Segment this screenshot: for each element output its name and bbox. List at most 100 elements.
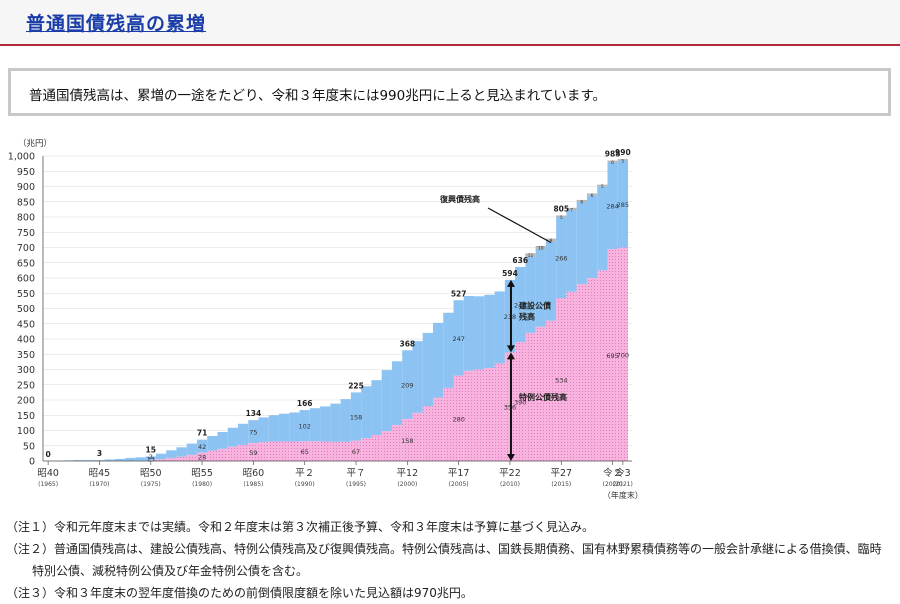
x-tick-label: 昭40 — [37, 468, 59, 479]
bar-construction — [320, 406, 330, 441]
total-value-label: 3 — [97, 449, 102, 458]
bar-special — [587, 278, 597, 461]
bar-construction — [217, 432, 227, 449]
reconstruction-pointer — [488, 208, 551, 243]
bar-special — [474, 370, 484, 462]
bar-construction — [135, 457, 145, 461]
bar-construction — [156, 454, 166, 459]
x-tick-label: 昭50 — [140, 468, 162, 479]
x-tick-sublabel: (2010) — [500, 481, 520, 488]
bar-construction — [371, 380, 381, 435]
bar-construction — [259, 417, 269, 442]
bar-special — [495, 363, 505, 461]
construction-value-label: 285 — [617, 201, 629, 209]
y-tick-label: 150 — [17, 411, 35, 422]
y-tick-label: 850 — [17, 197, 35, 208]
y-tick-label: 250 — [17, 380, 35, 391]
bar-construction — [412, 341, 422, 413]
y-tick-label: 950 — [17, 167, 35, 178]
special-value-label: 67 — [352, 448, 360, 456]
bar-special — [546, 321, 556, 461]
bar-special — [382, 431, 392, 461]
construction-value-label: 102 — [298, 423, 310, 431]
y-tick-label: 800 — [17, 213, 35, 224]
x-tick-sublabel: (2000) — [397, 481, 417, 488]
y-tick-label: 1,000 — [8, 152, 35, 163]
page-title: 普通国債残高の累増 — [26, 9, 206, 36]
bar-construction — [125, 458, 135, 461]
bar-special — [279, 441, 289, 461]
bar-construction — [279, 414, 289, 442]
bar-special — [310, 441, 320, 461]
x-tick-label: 昭45 — [89, 468, 111, 479]
total-value-label: 636 — [512, 256, 528, 265]
bar-construction — [392, 361, 402, 425]
construction-annotation: 建設公債 — [518, 301, 551, 311]
bar-construction — [566, 210, 576, 292]
bar-construction — [587, 195, 597, 278]
bar-special — [464, 371, 474, 461]
x-tick-sublabel: (1965) — [38, 481, 58, 488]
construction-value-label: 247 — [452, 335, 464, 343]
x-tick-label: 平12 — [397, 468, 419, 479]
total-value-label: 594 — [502, 269, 518, 278]
bar-special — [484, 368, 494, 461]
y-unit-label: （兆円） — [18, 138, 52, 149]
bar-special — [577, 284, 587, 461]
bar-construction — [484, 295, 494, 368]
bar-construction — [495, 291, 505, 363]
y-tick-label: 400 — [17, 335, 35, 346]
special-value-label: 534 — [555, 377, 567, 385]
summary-text: 普通国債残高は、累増の一途をたどり、令和３年度末には990兆円に上ると見込まれて… — [29, 84, 606, 104]
construction-value-label: 42 — [198, 443, 206, 451]
construction-value-label: 209 — [401, 382, 413, 390]
bar-construction — [361, 386, 371, 438]
x-tick-label: 平27 — [550, 468, 572, 479]
bar-special — [566, 292, 576, 461]
bar-construction — [187, 444, 197, 455]
note-3: （注３）令和３年度末の翌年度借換のための前倒債限度額を除いた見込額は970兆円。 — [6, 582, 896, 604]
total-value-label: 71 — [197, 429, 207, 438]
bar-construction — [536, 249, 546, 327]
x-unit-label: （年度末） — [603, 490, 643, 500]
total-value-label: 166 — [297, 399, 313, 408]
bar-special — [443, 388, 453, 461]
bar-construction — [423, 333, 433, 406]
total-value-label: 0 — [46, 450, 51, 459]
x-tick-label: 平２ — [295, 468, 314, 479]
special-value-label: 700 — [617, 351, 629, 359]
bar-construction — [310, 408, 320, 441]
total-value-label: 368 — [400, 339, 416, 348]
bar-special — [433, 398, 443, 461]
reconstruction-value-label: 5 — [560, 215, 563, 221]
y-tick-label: 600 — [17, 274, 35, 285]
y-tick-label: 650 — [17, 258, 35, 269]
bar-construction — [382, 370, 392, 431]
y-tick-label: 100 — [17, 426, 35, 437]
bar-construction — [330, 404, 340, 442]
y-tick-label: 0 — [29, 457, 35, 468]
y-tick-label: 300 — [17, 365, 35, 376]
bar-special — [166, 458, 176, 461]
summary-box: 普通国債残高は、累増の一途をたどり、令和３年度末には990兆円に上ると見込まれて… — [8, 68, 891, 116]
special-value-label: 65 — [301, 448, 309, 456]
reconstruction-value-label: 5 — [621, 159, 624, 165]
x-tick-label: 令3 — [615, 467, 631, 479]
bar-construction — [207, 436, 217, 451]
bar-special — [361, 438, 371, 461]
bar-construction — [474, 296, 484, 369]
x-tick-sublabel: (1995) — [346, 481, 366, 488]
bar-construction — [176, 447, 186, 456]
note-1: （注１）令和元年度末までは実績。令和２年度末は第３次補正後予算、令和３年度末は予… — [6, 516, 896, 538]
bar-special — [597, 270, 607, 461]
special-annotation: 特例公債残高 — [519, 392, 567, 402]
y-tick-label: 550 — [17, 289, 35, 300]
bar-construction — [443, 313, 453, 388]
bar-special — [269, 441, 279, 461]
total-value-label: 527 — [451, 289, 467, 298]
bar-special — [423, 406, 433, 461]
x-tick-label: 平７ — [347, 468, 366, 479]
total-value-label: 805 — [553, 204, 569, 213]
x-tick-sublabel: (2015) — [551, 481, 571, 488]
bar-special — [371, 435, 381, 461]
